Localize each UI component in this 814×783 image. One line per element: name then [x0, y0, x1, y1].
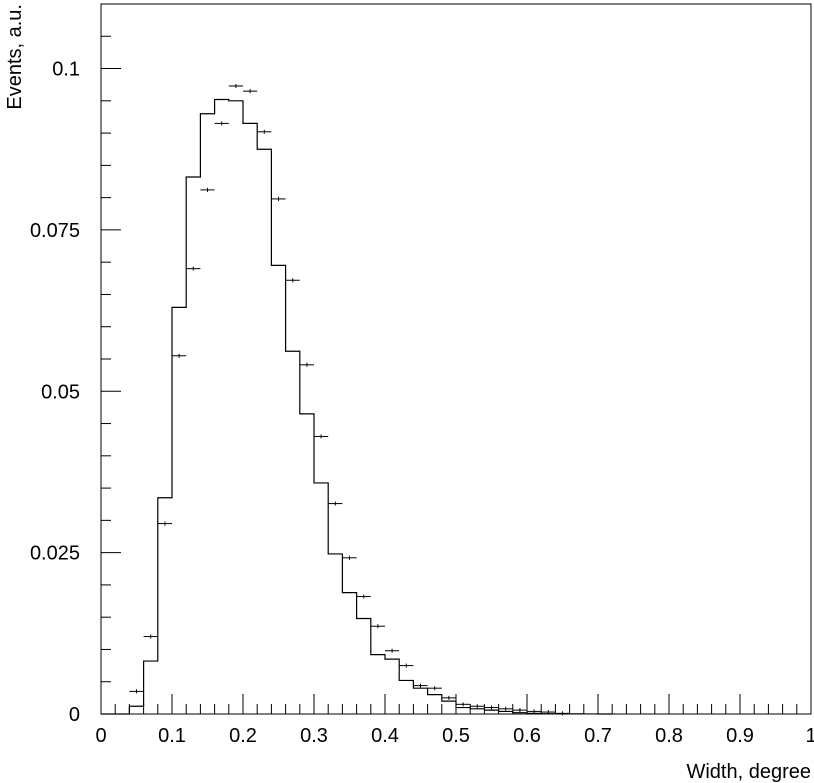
x-tick-label: 0.3: [300, 725, 328, 747]
data-point: [129, 689, 144, 694]
x-tick-label: 0.1: [158, 725, 186, 747]
x-tick-label: 0.8: [655, 725, 683, 747]
data-point: [186, 266, 201, 271]
data-point: [257, 129, 272, 134]
data-point: [399, 663, 414, 668]
x-tick-label: 0.2: [229, 725, 257, 747]
y-tick-label: 0: [69, 704, 80, 726]
y-tick-label: 0.025: [30, 543, 80, 565]
data-point: [356, 594, 371, 599]
y-tick-label: 0.1: [52, 59, 80, 81]
data-point: [413, 683, 428, 688]
plot-frame: [100, 3, 812, 715]
x-tick-label: 0: [95, 725, 106, 747]
data-point: [228, 83, 243, 88]
data-point: [370, 624, 385, 629]
data-point: [470, 704, 485, 709]
data-point: [214, 121, 229, 126]
data-point: [342, 555, 357, 560]
data-point: [328, 501, 343, 506]
data-point: [271, 196, 286, 201]
data-point: [555, 711, 570, 716]
data-point: [299, 362, 314, 367]
data-point: [200, 187, 215, 192]
x-tick-label: 0.9: [726, 725, 754, 747]
histogram-series: [101, 98, 613, 715]
x-axis-title: Width, degree: [686, 761, 811, 783]
data-point: [441, 695, 456, 700]
x-tick-label: 1: [805, 725, 814, 747]
x-tick-label: 0.6: [513, 725, 541, 747]
y-axis-title: Events, a.u.: [4, 4, 26, 110]
data-point: [427, 686, 442, 691]
data-point: [243, 89, 258, 94]
data-point: [143, 634, 158, 639]
data-point: [285, 278, 300, 283]
data-point: [314, 434, 329, 439]
data-point: [498, 706, 513, 711]
data-point: [484, 705, 499, 710]
data-point: [157, 521, 172, 526]
data-point: [527, 709, 542, 714]
data-point: [456, 702, 471, 707]
data-point: [541, 710, 556, 715]
y-tick-label: 0.075: [30, 220, 80, 242]
data-point: [172, 353, 187, 358]
x-tick-label: 0.7: [584, 725, 612, 747]
data-point: [385, 648, 400, 653]
x-tick-label: 0.4: [371, 725, 399, 747]
data-point: [512, 708, 527, 713]
y-tick-label: 0.05: [41, 381, 80, 403]
x-tick-label: 0.5: [442, 725, 470, 747]
